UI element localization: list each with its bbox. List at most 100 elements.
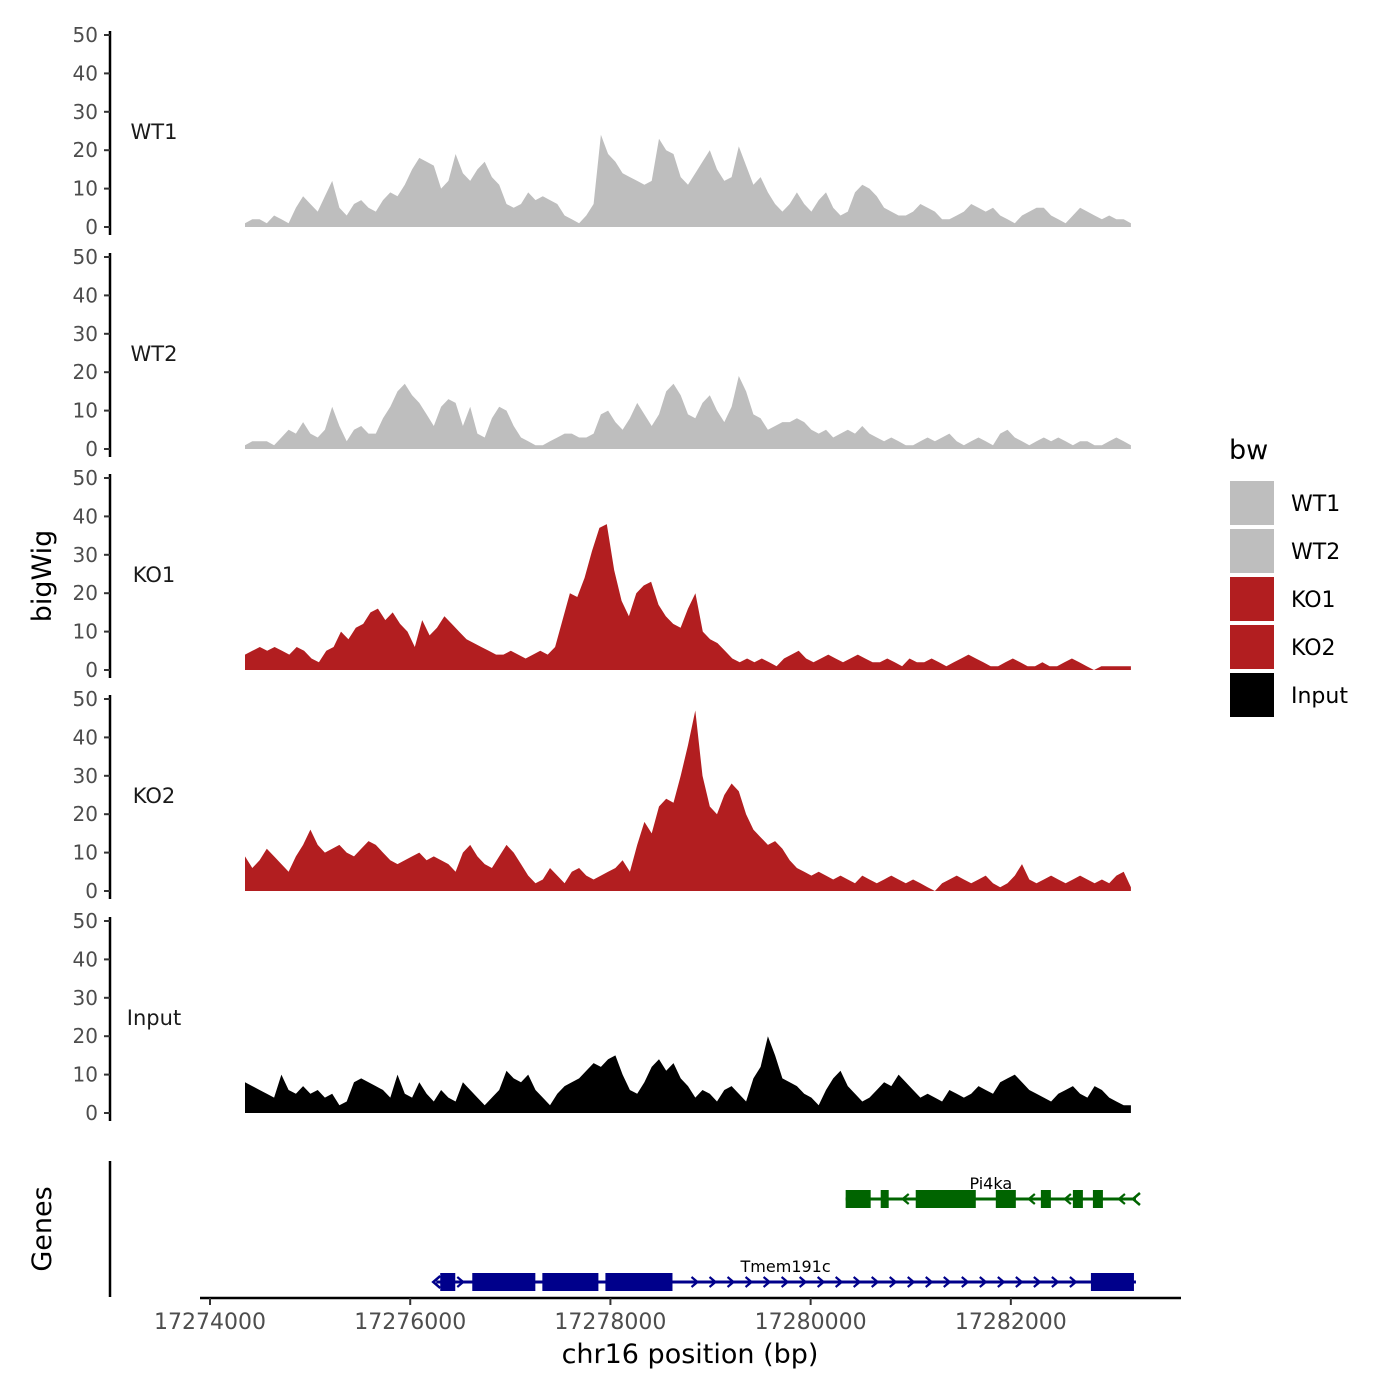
legend-swatch-input bbox=[1230, 673, 1274, 717]
y-tick-label: 30 bbox=[73, 100, 98, 124]
x-tick-label: 17280000 bbox=[755, 1310, 867, 1335]
y-tick-label: 10 bbox=[73, 399, 98, 423]
y-tick-label: 20 bbox=[73, 138, 98, 162]
strand-arrow bbox=[997, 1276, 1006, 1288]
strand-arrow bbox=[1069, 1276, 1078, 1288]
strand-arrow bbox=[1131, 1192, 1141, 1206]
exon bbox=[1040, 1190, 1051, 1208]
legend-label: KO2 bbox=[1291, 636, 1336, 661]
exon bbox=[1090, 1273, 1134, 1291]
legend-label: KO1 bbox=[1291, 588, 1336, 613]
gene-label: Tmem191c bbox=[740, 1257, 831, 1276]
y-tick-label: 10 bbox=[73, 1063, 98, 1087]
track-ko2: 0 10 20 30 40 50 KO2 bbox=[73, 687, 1131, 903]
coverage-area-input bbox=[245, 1036, 1131, 1113]
strand-arrow bbox=[456, 1276, 465, 1288]
strand-arrow bbox=[1033, 1276, 1042, 1288]
y-tick-label: 20 bbox=[73, 802, 98, 826]
track-wt1: 0 10 20 30 40 50 WT1 bbox=[73, 23, 1131, 239]
y-tick-label: 0 bbox=[85, 658, 98, 682]
legend-swatch-ko1 bbox=[1230, 577, 1274, 621]
legend-swatch-wt1 bbox=[1230, 481, 1274, 525]
strand-arrow bbox=[979, 1276, 988, 1288]
coverage-area-wt1 bbox=[245, 134, 1131, 227]
track-label: WT2 bbox=[131, 342, 178, 366]
track-ko1: 0 10 20 30 40 50 KO1 bbox=[73, 466, 1131, 682]
y-tick-label: 50 bbox=[73, 687, 98, 711]
y-tick-label: 50 bbox=[73, 245, 98, 269]
y-tick-label: 20 bbox=[73, 581, 98, 605]
strand-arrow bbox=[907, 1276, 916, 1288]
legend-title: bw bbox=[1229, 435, 1268, 466]
legend-swatch-ko2 bbox=[1230, 625, 1274, 669]
y-tick-label: 0 bbox=[85, 215, 98, 239]
x-tick-label: 17282000 bbox=[955, 1310, 1067, 1335]
strand-arrow bbox=[744, 1276, 754, 1288]
strand-arrow bbox=[431, 1275, 442, 1289]
strand-arrow bbox=[690, 1276, 700, 1288]
coverage-tracks: 0 10 20 30 40 50 WT1 0 10 20 30 40 50 WT2 0 10 20 30 40 50 K… bbox=[73, 23, 1131, 1125]
y-tick-label: 10 bbox=[73, 177, 98, 201]
exon bbox=[472, 1273, 536, 1291]
y-axis-title: bigWig bbox=[27, 530, 58, 623]
strand-arrow bbox=[1063, 1193, 1072, 1205]
strand-arrow bbox=[961, 1276, 970, 1288]
legend-label: WT2 bbox=[1291, 540, 1340, 565]
strand-arrow bbox=[816, 1276, 826, 1288]
y-tick-label: 30 bbox=[73, 986, 98, 1010]
track-wt2: 0 10 20 30 40 50 WT2 bbox=[73, 245, 1131, 461]
track-label: WT1 bbox=[131, 120, 178, 144]
exon bbox=[845, 1190, 871, 1208]
y-tick-label: 0 bbox=[85, 1101, 98, 1125]
gene-tmem191c: Tmem191c bbox=[431, 1257, 1136, 1291]
track-label: KO1 bbox=[133, 563, 176, 587]
y-tick-label: 40 bbox=[73, 283, 98, 307]
legend-label: Input bbox=[1291, 684, 1348, 709]
strand-arrow bbox=[726, 1276, 736, 1288]
y-tick-label: 50 bbox=[73, 466, 98, 490]
exon bbox=[880, 1190, 889, 1208]
legend-label: WT1 bbox=[1291, 492, 1340, 517]
strand-arrow bbox=[925, 1276, 934, 1288]
x-axis-title: chr16 position (bp) bbox=[562, 1339, 819, 1370]
strand-arrow bbox=[762, 1276, 772, 1288]
y-tick-label: 10 bbox=[73, 620, 98, 644]
strand-arrow bbox=[943, 1276, 952, 1288]
strand-arrow bbox=[1051, 1276, 1060, 1288]
strand-arrow bbox=[889, 1276, 898, 1288]
y-tick-label: 30 bbox=[73, 543, 98, 567]
legend: bw WT1 WT2 KO1 KO2 Input bbox=[1229, 435, 1348, 717]
track-input: 0 10 20 30 40 50 Input bbox=[73, 909, 1131, 1125]
coverage-area-ko1 bbox=[245, 524, 1131, 670]
x-tick-label: 17274000 bbox=[154, 1310, 266, 1335]
strand-arrow bbox=[780, 1276, 790, 1288]
y-tick-label: 0 bbox=[85, 879, 98, 903]
strand-arrow bbox=[901, 1193, 910, 1205]
gene-label: Pi4ka bbox=[969, 1174, 1012, 1193]
strand-arrow bbox=[852, 1276, 862, 1288]
gene-pi4ka: Pi4ka bbox=[845, 1174, 1141, 1208]
legend-swatch-wt2 bbox=[1230, 529, 1274, 573]
y-tick-label: 10 bbox=[73, 841, 98, 865]
gene-track: Pi4ka Tmem191c bbox=[108, 1161, 1141, 1297]
genes-axis-title: Genes bbox=[27, 1186, 58, 1271]
strand-arrow bbox=[1027, 1193, 1036, 1205]
y-tick-label: 40 bbox=[73, 61, 98, 85]
strand-arrow bbox=[870, 1276, 880, 1288]
strand-arrow bbox=[798, 1276, 808, 1288]
strand-arrow bbox=[708, 1276, 718, 1288]
exon bbox=[440, 1273, 456, 1291]
exon bbox=[605, 1273, 673, 1291]
y-tick-label: 50 bbox=[73, 23, 98, 47]
exon bbox=[1072, 1190, 1083, 1208]
x-tick-label: 17278000 bbox=[554, 1310, 666, 1335]
exon bbox=[542, 1273, 599, 1291]
exon bbox=[915, 1190, 976, 1208]
exon bbox=[995, 1190, 1016, 1208]
y-tick-label: 20 bbox=[73, 360, 98, 384]
y-tick-label: 40 bbox=[73, 504, 98, 528]
y-tick-label: 0 bbox=[85, 437, 98, 461]
y-tick-label: 50 bbox=[73, 909, 98, 933]
y-tick-label: 20 bbox=[73, 1024, 98, 1048]
